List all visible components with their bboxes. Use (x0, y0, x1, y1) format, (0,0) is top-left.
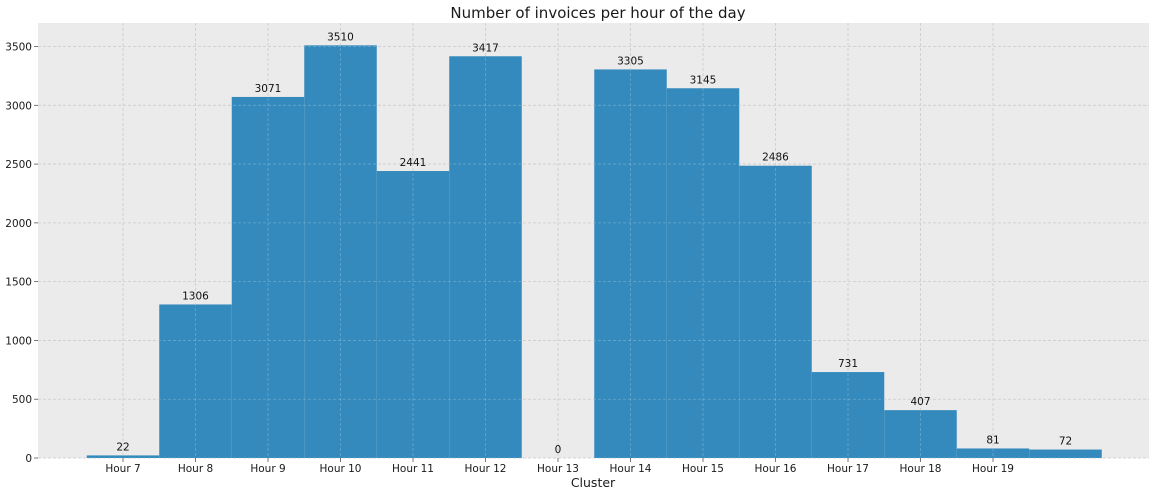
data-label: 2441 (400, 157, 427, 169)
x-tick-label: Hour 10 (320, 463, 362, 475)
data-label: 407 (910, 396, 930, 408)
data-label: 3417 (472, 42, 499, 54)
bar (666, 88, 740, 458)
bar (884, 410, 957, 458)
x-tick-label: Hour 11 (392, 463, 434, 475)
bar (811, 372, 885, 458)
x-tick-label: Hour 18 (900, 463, 942, 475)
data-label: 3145 (690, 74, 717, 86)
bar (304, 45, 377, 459)
data-label: 0 (555, 444, 562, 456)
data-labels-layer: 22 1306 3071 3510 2441 3417 0 3305 3145 2486 731 40… (116, 31, 1072, 456)
bar (86, 455, 160, 458)
bar (594, 69, 667, 459)
bar (376, 171, 450, 458)
bars-layer (38, 23, 1149, 459)
x-tick-label: Hour 16 (755, 463, 797, 475)
x-axis-label: Cluster (571, 475, 616, 490)
x-tick-label: Hour 8 (178, 463, 213, 475)
axis-layer: 0 500 1000 1500 2000 2500 3000 3500 Hour 7 Hour 8… (5, 42, 1014, 475)
y-tick-label: 2000 (5, 218, 32, 230)
data-label: 81 (986, 434, 999, 446)
y-tick-label: 2500 (5, 159, 32, 171)
data-label: 2486 (762, 152, 789, 164)
x-tick-label: Hour 19 (972, 463, 1014, 475)
data-label: 3071 (255, 83, 282, 95)
data-label: 22 (116, 441, 129, 453)
data-label: 3510 (327, 31, 354, 43)
y-tick-label: 1000 (5, 335, 32, 347)
x-tick-label: Hour 7 (105, 463, 140, 475)
x-tick-label: Hour 14 (610, 463, 652, 475)
chart-title: Number of invoices per hour of the day (450, 4, 745, 22)
bar (956, 448, 1030, 458)
y-tick-label: 1500 (5, 277, 32, 289)
bar (449, 56, 522, 459)
x-tick-label: Hour 15 (682, 463, 724, 475)
bar (739, 165, 812, 458)
bar (159, 304, 232, 458)
data-label: 3305 (617, 55, 644, 67)
x-tick-label: Hour 9 (250, 463, 285, 475)
data-label: 731 (838, 358, 858, 370)
bar (231, 96, 305, 458)
x-tick-label: Hour 17 (827, 463, 869, 475)
x-tick-label: Hour 12 (465, 463, 507, 475)
data-label: 72 (1059, 436, 1072, 448)
y-tick-label: 0 (25, 453, 32, 465)
x-tick-label: Hour 13 (537, 463, 579, 475)
y-tick-label: 3500 (5, 42, 32, 54)
y-tick-label: 3000 (5, 100, 32, 112)
bar (1029, 449, 1102, 458)
y-tick-label: 500 (12, 394, 32, 406)
data-label: 1306 (182, 290, 209, 302)
